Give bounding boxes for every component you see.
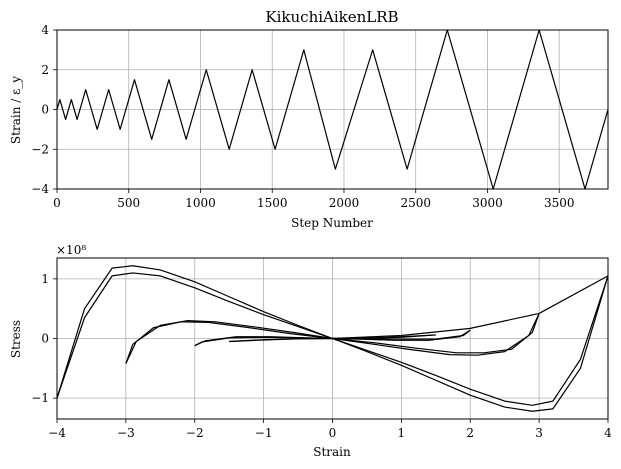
top-series-line-0 (56, 29, 609, 190)
top-y-tick-label: −2 (31, 142, 49, 156)
top-x-axis-label: Step Number (291, 216, 373, 230)
top-y-axis-label: Strain / ε_y (9, 76, 23, 144)
bottom-series-line-6 (125, 320, 333, 364)
bottom-y-multiplier: ×10⁸ (56, 243, 86, 257)
top-x-tick-label: 2000 (329, 196, 360, 210)
bottom-x-tick-label: −1 (255, 426, 273, 440)
top-grid (56, 29, 608, 190)
bottom-x-tick-label: 0 (329, 426, 337, 440)
bottom-y-tick-label: −1 (31, 391, 49, 405)
top-x-ticks: 0 500 1000 1500 2000 2500 3000 3500 (53, 189, 574, 210)
bottom-x-tick-label: −2 (186, 426, 204, 440)
bottom-x-tick-label: 1 (398, 426, 406, 440)
bottom-series-line-12 (332, 329, 471, 341)
bottom-x-tick-label: 3 (535, 426, 543, 440)
strain-history-plot: KikuchiAikenLRB 0 500 1000 1500 2000 2500 3000… (9, 8, 609, 230)
top-y-tick-label: 4 (41, 23, 49, 37)
bottom-y-tick-label: 1 (41, 272, 49, 286)
bottom-x-axis-label: Strain (313, 445, 351, 459)
bottom-y-tick-label: 0 (41, 332, 49, 346)
bottom-series-line-3 (332, 275, 609, 412)
bottom-series-line-14 (229, 334, 436, 343)
bottom-series-line-1 (56, 265, 333, 399)
top-x-tick-label: 1500 (257, 196, 288, 210)
top-x-tick-label: 3000 (472, 196, 503, 210)
bottom-series-line-10 (194, 336, 333, 347)
bottom-series (56, 265, 609, 412)
bottom-x-tick-label: 4 (604, 426, 612, 440)
hysteresis-plot: ×10⁸ −4 −3 −2 −1 0 1 2 3 4 −1 0 1 Strain Stress (9, 243, 612, 459)
bottom-series-line-0 (56, 272, 333, 399)
bottom-x-tick-label: −3 (117, 426, 135, 440)
top-y-tick-label: 2 (41, 63, 49, 77)
top-x-tick-label: 1000 (185, 196, 216, 210)
bottom-series-line-7 (332, 313, 540, 354)
top-y-tick-label: −4 (31, 182, 49, 196)
bottom-y-axis-label: Stress (9, 320, 23, 358)
bottom-series-line-4 (332, 275, 609, 340)
bottom-series-line-8 (332, 313, 540, 356)
top-y-tick-label: 0 (41, 103, 49, 117)
bottom-x-tick-label: −4 (48, 426, 66, 440)
top-x-tick-label: 500 (117, 196, 140, 210)
top-x-tick-label: 3500 (544, 196, 575, 210)
bottom-series-line-2 (332, 275, 609, 406)
top-series (56, 29, 609, 190)
top-x-tick-label: 0 (53, 196, 61, 210)
top-x-tick-label: 2500 (400, 196, 431, 210)
top-chart-title: KikuchiAikenLRB (265, 8, 398, 26)
bottom-x-tick-label: 2 (466, 426, 474, 440)
top-y-ticks: −4 −2 0 2 4 (31, 23, 57, 196)
bottom-x-ticks: −4 −3 −2 −1 0 1 2 3 4 (48, 419, 612, 440)
bottom-y-ticks: −1 0 1 (31, 272, 57, 405)
